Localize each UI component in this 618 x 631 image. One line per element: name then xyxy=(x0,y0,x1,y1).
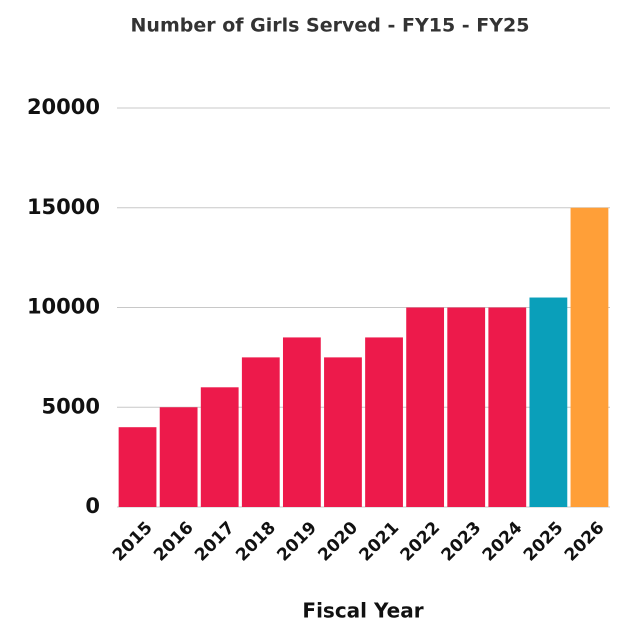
bar xyxy=(570,207,609,507)
x-axis-title: Fiscal Year xyxy=(302,599,423,623)
y-tick-label: 0 xyxy=(85,494,100,518)
x-tick-label: 2015 xyxy=(109,518,157,566)
bar xyxy=(406,307,445,507)
x-tick-label: 2023 xyxy=(438,518,486,566)
y-tick-label: 10000 xyxy=(27,295,100,319)
x-tick-label: 2020 xyxy=(314,518,362,566)
x-tick-label: 2024 xyxy=(479,518,527,566)
bar xyxy=(365,337,403,507)
bar xyxy=(488,307,527,507)
y-tick-label: 15000 xyxy=(27,195,100,219)
bar xyxy=(118,427,157,507)
bar xyxy=(241,357,280,507)
x-tick-label: 2026 xyxy=(561,518,609,566)
chart-title: Number of Girls Served - FY15 - FY25 xyxy=(131,15,530,37)
x-tick-label: 2018 xyxy=(232,518,280,566)
bar xyxy=(159,407,198,507)
bar xyxy=(324,357,362,507)
bar xyxy=(447,307,486,507)
x-tick-label: 2017 xyxy=(191,518,239,566)
x-tick-label: 2021 xyxy=(356,518,404,566)
bar xyxy=(529,297,568,507)
x-tick-label: 2022 xyxy=(397,518,445,566)
y-tick-label: 5000 xyxy=(42,394,100,418)
bar xyxy=(200,387,239,507)
x-tick-label: 2025 xyxy=(520,518,568,566)
x-tick-label: 2016 xyxy=(150,518,198,566)
x-tick-label: 2019 xyxy=(273,518,321,566)
bar xyxy=(282,337,321,507)
y-tick-label: 20000 xyxy=(27,95,100,119)
